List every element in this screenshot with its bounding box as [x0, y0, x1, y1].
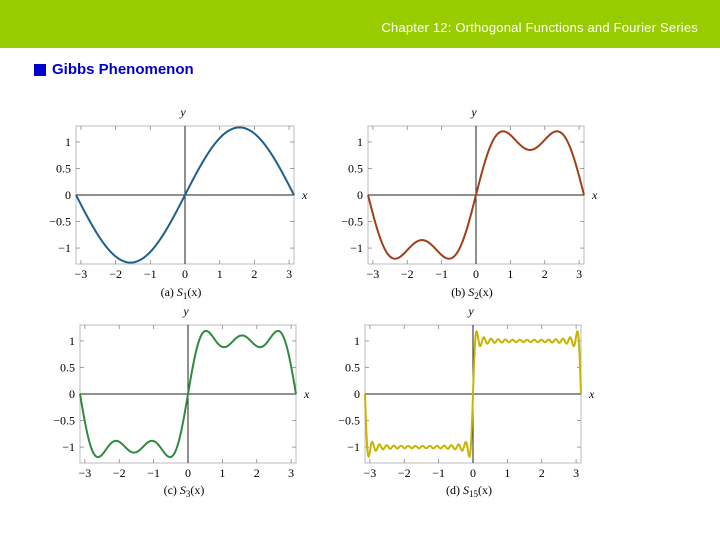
series-line [79, 329, 297, 459]
x-tick-label: −3 [75, 267, 88, 281]
y-tick-label: −1 [62, 440, 75, 454]
chart-panel-2: −3 −2 −1 0 1 2 3 1 0.5 0 −0.5 −1 x y (b) S2(x) [341, 105, 598, 301]
y-tick-label: 1 [357, 135, 363, 149]
x-tick-label: −1 [144, 267, 157, 281]
chart-caption: (b) S2(x) [451, 285, 493, 301]
y-tick-label: 1 [69, 334, 75, 348]
x-tick-label: 0 [470, 466, 476, 480]
x-tick-label: −1 [147, 466, 160, 480]
x-tick-label: −2 [398, 466, 411, 480]
x-axis-label: x [591, 188, 598, 202]
y-tick-label: 0 [354, 387, 360, 401]
x-tick-label: 3 [288, 466, 294, 480]
y-tick-label: −1 [350, 241, 363, 255]
x-tick-label: 2 [251, 267, 257, 281]
y-tick-label: 0.5 [56, 161, 71, 175]
y-axis-label: y [470, 105, 477, 119]
chapter-title: Chapter 12: Orthogonal Functions and Fou… [381, 20, 698, 35]
x-tick-label: 1 [507, 267, 513, 281]
x-tick-label: −3 [78, 466, 91, 480]
section-bullet-icon [34, 64, 46, 76]
x-tick-label: 3 [286, 267, 292, 281]
chart-caption: (c) S3(x) [164, 483, 205, 499]
y-tick-label: −0.5 [341, 215, 363, 229]
x-tick-label: −2 [113, 466, 126, 480]
y-tick-label: 0.5 [348, 161, 363, 175]
chart-panel-3: −3 −2 −1 0 1 2 3 1 0.5 0 −0.5 −1 x y (c) S3(x) [53, 304, 310, 499]
x-tick-label: −2 [109, 267, 122, 281]
x-tick-label: 0 [182, 267, 188, 281]
section-title: Gibbs Phenomenon [52, 61, 194, 78]
x-tick-label: 2 [542, 267, 548, 281]
x-tick-label: −3 [363, 466, 376, 480]
header-bar [0, 0, 720, 48]
y-tick-label: −1 [347, 440, 360, 454]
y-tick-label: 0 [65, 188, 71, 202]
y-axis-label: y [179, 105, 186, 119]
x-axis-label: x [588, 387, 595, 401]
chart-panel-4: −3 −2 −1 0 1 2 3 1 0.5 0 −0.5 −1 x y (d) S15(x) [338, 304, 595, 499]
x-tick-label: −1 [435, 267, 448, 281]
x-axis-label: x [301, 188, 308, 202]
y-tick-label: 0.5 [345, 360, 360, 374]
y-tick-label: −0.5 [49, 215, 71, 229]
chart-caption: (a) S1(x) [161, 285, 202, 301]
x-tick-label: 3 [576, 267, 582, 281]
y-tick-label: 1 [354, 334, 360, 348]
x-tick-label: −1 [432, 466, 445, 480]
y-axis-label: y [182, 304, 189, 318]
y-tick-label: 0 [357, 188, 363, 202]
x-tick-label: 0 [473, 267, 479, 281]
x-tick-label: 0 [185, 466, 191, 480]
y-tick-label: −1 [58, 241, 71, 255]
series-line [364, 329, 582, 459]
x-tick-label: −2 [401, 267, 414, 281]
x-tick-label: 1 [217, 267, 223, 281]
chart-panel-1: −3 −2 −1 0 1 2 3 1 0.5 0 −0.5 −1 x y (a) S1(x) [49, 105, 308, 301]
x-tick-label: 1 [219, 466, 225, 480]
y-tick-label: 1 [65, 135, 71, 149]
x-axis-label: x [303, 387, 310, 401]
y-tick-label: −0.5 [53, 414, 75, 428]
x-tick-label: −3 [366, 267, 379, 281]
chart-caption: (d) S15(x) [446, 483, 492, 499]
series-line [75, 126, 295, 264]
y-tick-label: 0.5 [60, 360, 75, 374]
x-tick-label: 1 [504, 466, 510, 480]
x-tick-label: 2 [254, 466, 260, 480]
x-tick-label: 2 [539, 466, 545, 480]
y-axis-label: y [467, 304, 474, 318]
series-line [367, 130, 585, 260]
y-tick-label: −0.5 [338, 414, 360, 428]
y-tick-label: 0 [69, 387, 75, 401]
x-tick-label: 3 [573, 466, 579, 480]
